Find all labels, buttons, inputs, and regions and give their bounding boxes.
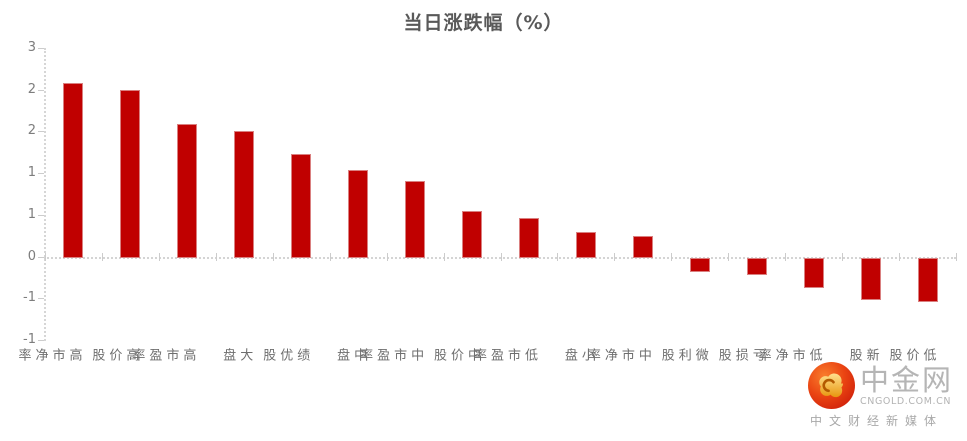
- x-tick-mark: [557, 252, 559, 261]
- x-tick-mark: [842, 252, 844, 261]
- y-tick-label: 0: [27, 248, 36, 264]
- bar: [348, 169, 369, 258]
- x-tick-mark: [785, 252, 787, 261]
- x-axis-baseline: [44, 256, 956, 259]
- x-tick-mark: [272, 252, 274, 261]
- bar: [575, 232, 596, 258]
- y-tick-label: -1: [23, 290, 36, 306]
- x-category-label: 绩优股: [260, 348, 310, 362]
- bar: [689, 257, 710, 273]
- x-category-label: 低价股: [886, 348, 936, 362]
- bar: [63, 82, 84, 258]
- watermark-tagline: 中文财经新媒体: [810, 414, 944, 428]
- bar: [803, 257, 824, 288]
- x-category-label: 亏损股: [715, 348, 765, 362]
- watermark: 中金网 CNGOLD.COM.CN 中文财经新媒体: [808, 362, 958, 429]
- y-tick-label: 2: [27, 81, 36, 97]
- chart-title: 当日涨跌幅（%）: [403, 12, 564, 34]
- x-tick-mark: [671, 252, 673, 261]
- y-tick-mark: [38, 340, 44, 341]
- x-category-label: 中市盈率: [357, 348, 424, 362]
- bar: [462, 211, 483, 258]
- x-tick-mark: [443, 252, 445, 261]
- x-tick-mark: [728, 252, 730, 261]
- x-tick-mark: [386, 252, 388, 261]
- x-tick-mark: [101, 252, 103, 261]
- y-tick-label: 2: [27, 123, 36, 139]
- x-tick-mark: [899, 252, 901, 261]
- y-tick-label: 1: [27, 165, 36, 181]
- x-category-label: 中市净率: [584, 348, 651, 362]
- bar: [120, 89, 141, 258]
- gold-cloud-swirl-icon: [819, 373, 843, 398]
- x-tick-mark: [956, 252, 957, 261]
- watermark-brand: 中金网: [860, 363, 954, 397]
- y-tick-label: 1: [27, 206, 36, 222]
- bar: [291, 153, 312, 258]
- x-tick-mark: [158, 252, 160, 261]
- x-tick-mark: [329, 252, 331, 261]
- y-axis-line: [44, 48, 46, 341]
- watermark-domain: CNGOLD.COM.CN: [860, 396, 952, 407]
- bar: [405, 181, 426, 258]
- watermark-row: 中金网 CNGOLD.COM.CN: [808, 362, 958, 409]
- y-tick-mark: [38, 298, 44, 300]
- y-tick-mark: [38, 173, 44, 175]
- bar: [518, 217, 539, 258]
- x-category-label: 微利股: [658, 348, 708, 362]
- watermark-text-column: 中金网 CNGOLD.COM.CN: [860, 362, 953, 407]
- x-tick-mark: [500, 252, 502, 261]
- x-category-label: 大盘: [220, 348, 253, 362]
- y-tick-label: 3: [27, 40, 36, 55]
- x-category-label: 高价股: [89, 348, 139, 362]
- x-category-label: 中价股: [431, 348, 481, 362]
- x-category-label: 新股: [846, 348, 879, 362]
- bar: [632, 236, 653, 258]
- y-tick-label: -1: [23, 332, 36, 347]
- y-tick-mark: [38, 214, 44, 216]
- bar: [860, 257, 881, 301]
- bar: [746, 257, 767, 276]
- bar: [917, 257, 938, 303]
- x-category-label: 小盘: [561, 348, 594, 362]
- plot-area: 3 2 2 1 1 0 -1 -1 高市净率 高价股 高市盈率 大盘 绩优股 中盘 中市盈率 中价股 低市盈率…: [15, 40, 957, 362]
- x-category-label: 低市盈率: [470, 348, 537, 362]
- bar: [177, 124, 198, 258]
- x-tick-mark: [614, 252, 616, 261]
- y-tick-mark: [38, 89, 44, 91]
- y-tick-mark: [38, 48, 44, 49]
- x-category-label: 高市盈率: [129, 348, 196, 362]
- x-tick-mark: [45, 252, 46, 261]
- x-category-label: 高市净率: [15, 348, 82, 362]
- y-tick-mark: [38, 256, 44, 258]
- x-tick-mark: [215, 252, 217, 261]
- y-tick-mark: [38, 131, 44, 133]
- cngold-logo-icon: [808, 362, 855, 409]
- x-category-label: 低市净率: [755, 348, 822, 362]
- bar: [234, 130, 255, 258]
- x-category-label: 中盘: [334, 348, 367, 362]
